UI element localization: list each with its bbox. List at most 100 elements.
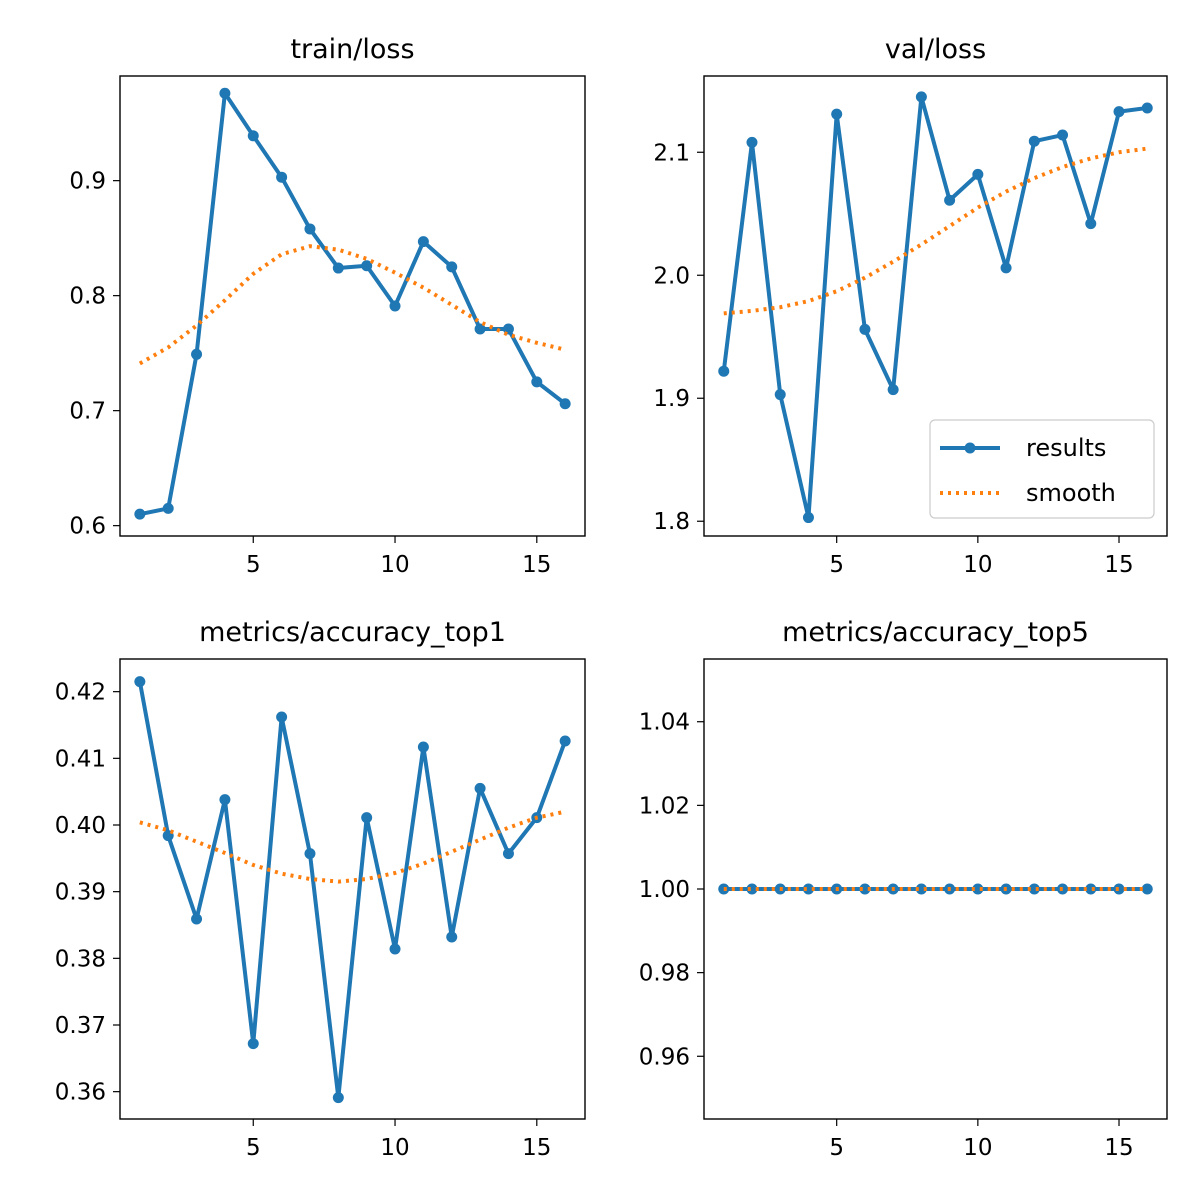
accuracy-top1-x-tick-label: 15	[522, 1135, 551, 1161]
val-loss-results-point	[718, 365, 730, 377]
val-loss-y-tick-label: 2.0	[653, 263, 690, 289]
accuracy-top1-x-tick-label: 5	[246, 1135, 261, 1161]
train-loss-results-point	[474, 323, 486, 335]
accuracy-top1-results-point	[417, 741, 429, 753]
accuracy-top1-y-tick-label: 0.37	[55, 1013, 106, 1039]
accuracy-top1-results-point	[446, 931, 458, 943]
legend-box	[929, 419, 1155, 519]
val-loss-results-point	[915, 91, 927, 103]
val-loss-results-point	[746, 136, 758, 148]
accuracy-top5-panel: metrics/accuracy_top5 5 10 15 0.96 0.98 1.00 1.…	[639, 617, 1168, 1161]
accuracy-top5-results-point	[972, 883, 984, 895]
accuracy-top5-title: metrics/accuracy_top5	[782, 617, 1089, 648]
val-loss-results-point	[887, 384, 899, 396]
accuracy-top5-results-point	[915, 883, 927, 895]
val-loss-title: val/loss	[885, 34, 986, 65]
accuracy-top5-x-tick-label: 15	[1104, 1135, 1133, 1161]
accuracy-top5-y-tick-label: 1.04	[639, 710, 690, 736]
accuracy-top5-y-tick-label: 0.98	[639, 961, 690, 987]
val-loss-results-line	[721, 94, 1148, 520]
accuracy-top1-y-tick-label: 0.39	[55, 880, 106, 906]
train-loss-results-point	[446, 261, 458, 273]
accuracy-top1-x-tick-label: 10	[380, 1135, 409, 1161]
train-loss-results-point	[332, 262, 344, 274]
accuracy-top1-plot-frame	[119, 658, 586, 1120]
accuracy-top1-results-point	[304, 848, 316, 860]
legend-results-label: results	[1026, 434, 1106, 462]
accuracy-top1-results-point	[134, 676, 146, 688]
accuracy-top5-results-point	[859, 883, 871, 895]
accuracy-top1-results-point	[276, 711, 288, 723]
accuracy-top1-title: metrics/accuracy_top1	[199, 617, 506, 648]
val-loss-x-tick-label: 10	[963, 552, 992, 578]
val-loss-results-point	[802, 512, 814, 524]
train-loss-results-line	[139, 91, 567, 517]
accuracy-top1-y-tick-label: 0.40	[55, 813, 106, 839]
train-loss-results-point	[276, 171, 288, 183]
accuracy-top1-results-point	[247, 1038, 259, 1050]
accuracy-top5-x-tick-label: 5	[829, 1135, 844, 1161]
accuracy-top5-x-tick-label: 10	[963, 1135, 992, 1161]
accuracy-top1-results-line	[137, 681, 568, 1100]
val-loss-results-point	[944, 194, 956, 206]
val-loss-results-point	[1113, 106, 1125, 118]
train-loss-results-point	[417, 236, 429, 248]
train-loss-y-tick-label: 0.6	[69, 514, 106, 540]
val-loss-results-point	[1000, 262, 1012, 274]
train-loss-x-tick-label: 10	[380, 552, 409, 578]
val-loss-results-point	[859, 323, 871, 335]
train-loss-results-point	[531, 376, 543, 388]
accuracy-top5-results-point	[1113, 883, 1125, 895]
legend-results-marker	[964, 442, 976, 454]
val-loss-results-point	[1057, 129, 1069, 141]
accuracy-top1-results-point	[474, 782, 486, 794]
val-loss-y-tick-label: 1.8	[653, 509, 690, 535]
val-loss-x-tick-label: 5	[829, 552, 844, 578]
train-loss-x-tick-label: 5	[246, 552, 261, 578]
val-loss-results-point	[831, 108, 843, 120]
train-loss-results-point	[559, 398, 571, 410]
val-loss-legend: results smooth	[929, 419, 1155, 519]
val-loss-y-tick-label: 2.1	[653, 140, 690, 166]
accuracy-top1-y-tick-label: 0.41	[55, 746, 106, 772]
train-loss-y-tick-label: 0.8	[69, 284, 106, 310]
accuracy-top1-results-point	[389, 943, 401, 955]
accuracy-top5-results-point	[746, 883, 758, 895]
val-loss-smooth-line	[723, 146, 1148, 316]
accuracy-top1-results-point	[191, 913, 203, 925]
accuracy-top5-results-point	[802, 883, 814, 895]
train-loss-plot-frame	[119, 75, 586, 537]
val-loss-results-point	[1085, 218, 1097, 230]
train-loss-results-point	[191, 348, 203, 360]
accuracy-top1-y-tick-label: 0.42	[55, 680, 106, 706]
train-loss-results-point	[134, 508, 146, 520]
train-loss-x-tick-label: 15	[522, 552, 551, 578]
accuracy-top1-results-point	[332, 1092, 344, 1104]
val-loss-y-tick-label: 1.9	[653, 386, 690, 412]
accuracy-top5-results-point	[1141, 883, 1153, 895]
accuracy-top1-smooth-line	[139, 809, 566, 884]
val-loss-x-tick-label: 15	[1104, 552, 1133, 578]
accuracy-top1-y-tick-label: 0.36	[55, 1080, 106, 1106]
val-loss-plot-frame	[703, 75, 1168, 537]
train-loss-results-point	[389, 300, 401, 312]
train-loss-results-point	[219, 87, 231, 99]
train-loss-results-point	[361, 260, 373, 272]
accuracy-top5-y-tick-label: 1.02	[639, 793, 690, 819]
accuracy-top1-panel: metrics/accuracy_top1 5 10 15 0.36 0.37 0.38 0.…	[55, 617, 586, 1161]
train-loss-title: train/loss	[290, 34, 414, 65]
train-loss-y-tick-label: 0.7	[69, 399, 106, 425]
accuracy-top5-results-point	[1085, 883, 1097, 895]
train-loss-results-point	[162, 502, 174, 514]
accuracy-top5-y-tick-label: 1.00	[639, 877, 690, 903]
train-loss-panel: train/loss 5 10 15 0.6 0.7 0.8 0.9	[69, 34, 586, 578]
accuracy-top1-y-tick-label: 0.38	[55, 946, 106, 972]
accuracy-top5-y-tick-label: 0.96	[639, 1044, 690, 1070]
val-loss-results-point	[972, 168, 984, 180]
legend-smooth-label: smooth	[1026, 479, 1116, 507]
train-loss-results-point	[247, 130, 259, 142]
accuracy-top1-results-point	[219, 794, 231, 806]
train-loss-y-tick-label: 0.9	[69, 169, 106, 195]
train-loss-results-point	[304, 223, 316, 235]
